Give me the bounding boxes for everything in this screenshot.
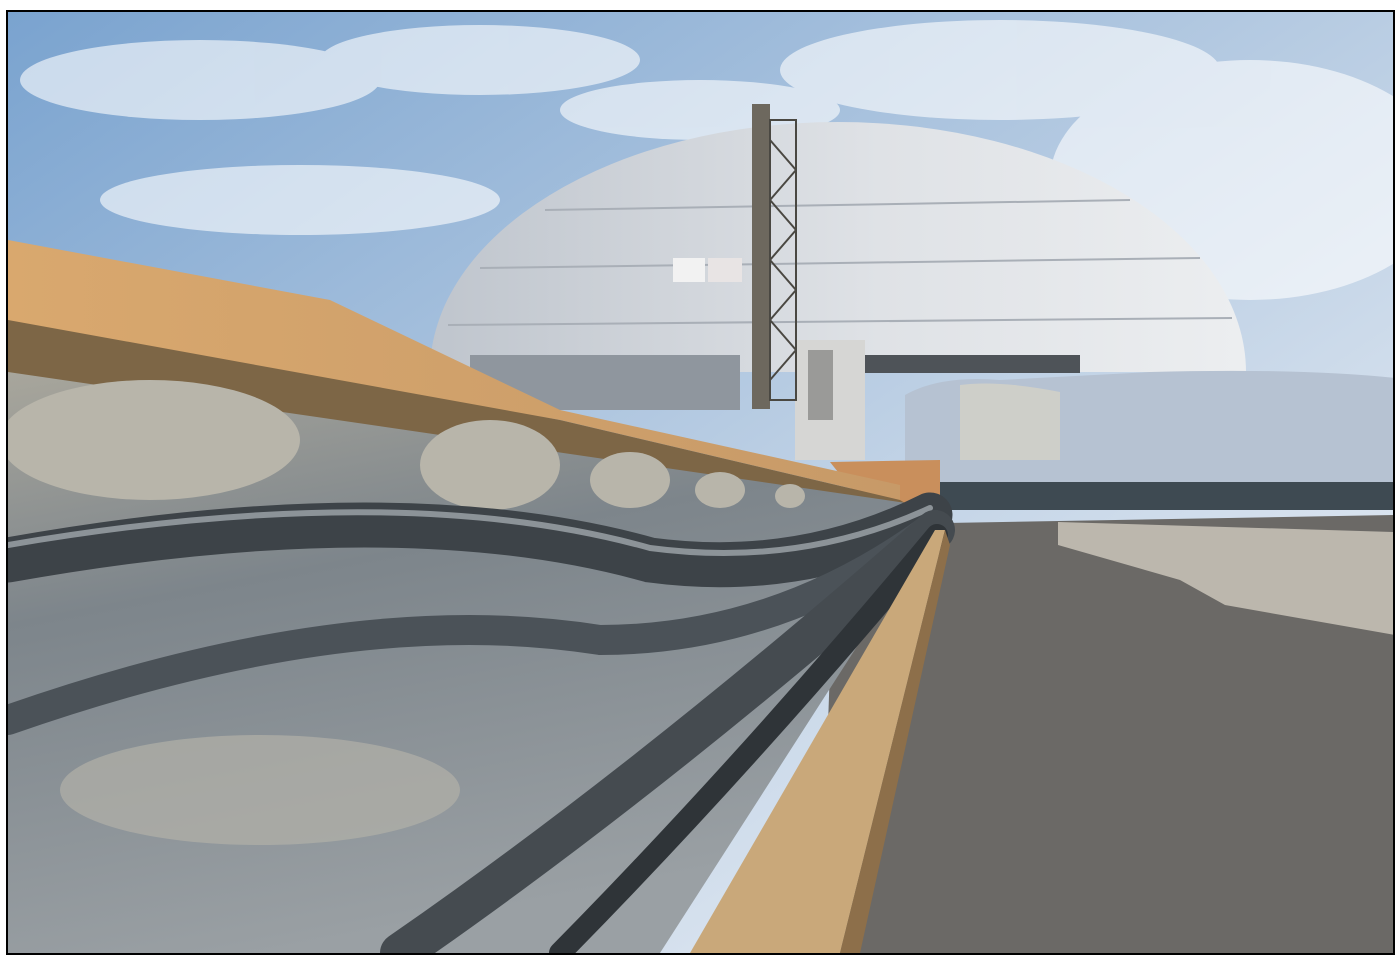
ridge: [8, 380, 300, 500]
banner: [708, 258, 742, 282]
cloud: [320, 25, 640, 95]
window: [808, 350, 833, 420]
steel-beam: [905, 482, 1393, 510]
rail: [8, 510, 950, 735]
building-band: [860, 355, 1080, 373]
seam: [479, 257, 1201, 269]
banner: [673, 258, 705, 282]
wooden-pallet: [690, 530, 945, 953]
ridge: [775, 484, 805, 508]
rail: [8, 492, 953, 588]
plywood-edge: [8, 320, 920, 512]
panel-bump: [60, 735, 460, 845]
stairs-lattice: [769, 119, 797, 401]
rail: [380, 510, 955, 953]
seam: [447, 317, 1233, 326]
seam: [544, 199, 1131, 211]
cloud: [20, 40, 380, 120]
gravel-ground: [820, 515, 1393, 953]
ridge: [590, 452, 670, 508]
chimney: [752, 104, 770, 409]
plywood-sheet: [8, 240, 900, 500]
ridge: [695, 472, 745, 508]
pallet-edge: [840, 530, 950, 953]
concrete-slabs: [1058, 522, 1393, 635]
panel-ridges: [8, 380, 805, 510]
rail-highlight: [8, 505, 933, 556]
dome-seams: [447, 199, 1233, 326]
scene: [8, 12, 1393, 953]
rail: [549, 524, 948, 953]
cloud: [100, 165, 500, 235]
tarp-highlight: [960, 383, 1060, 460]
panel-rails: [8, 492, 955, 953]
ridge: [420, 420, 560, 510]
arch-dome: [430, 122, 1246, 372]
